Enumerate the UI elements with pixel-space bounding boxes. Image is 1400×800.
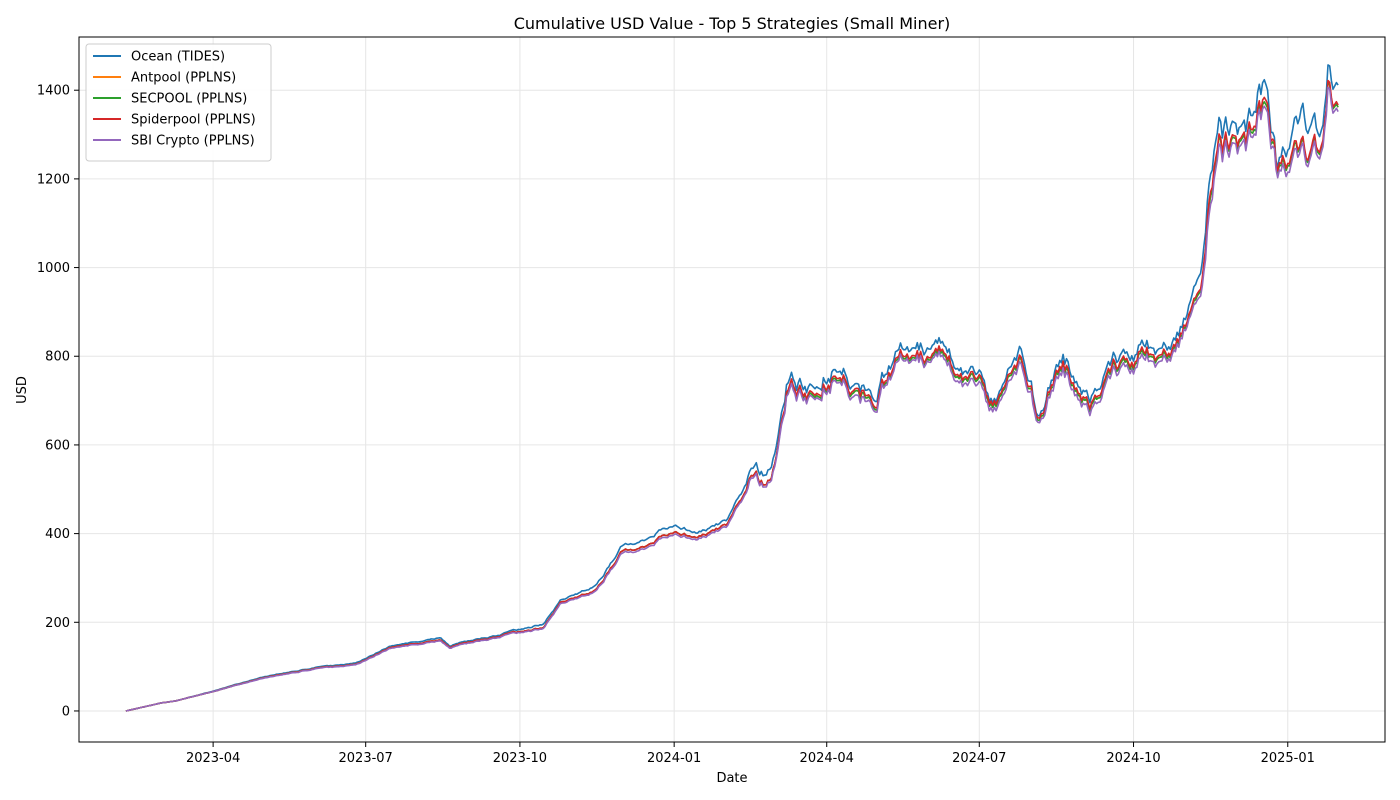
series-line-0: [125, 64, 1339, 712]
legend-box: [85, 43, 272, 162]
y-tick-label: 1400: [37, 84, 70, 99]
y-tick-label: 800: [45, 350, 70, 365]
y-tick-label: 200: [45, 616, 70, 631]
x-axis-ticks: 2023-04 2023-07 2023-10 2024-01 2024-04 2024-…: [186, 742, 1315, 766]
series-line-4: [125, 86, 1339, 712]
legend-label: Spiderpool (PPLNS): [131, 113, 256, 128]
y-axis-label: USD: [15, 376, 30, 404]
y-tick-label: 0: [62, 704, 70, 719]
legend-label: Ocean (TIDES): [131, 50, 225, 65]
y-tick-label: 1200: [37, 172, 70, 187]
x-tick-label: 2024-07: [952, 751, 1006, 766]
chart-title: Cumulative USD Value - Top 5 Strategies …: [514, 14, 951, 33]
legend-label: SECPOOL (PPLNS): [131, 92, 247, 107]
x-tick-label: 2023-07: [339, 751, 393, 766]
legend-label: SBI Crypto (PPLNS): [131, 134, 255, 149]
x-tick-label: 2024-10: [1106, 751, 1160, 766]
y-axis-ticks: 0 200 400 600 800 1000 1200 1400: [37, 84, 79, 719]
grid-lines: [79, 37, 1385, 742]
x-tick-label: 2023-04: [186, 751, 240, 766]
legend: Ocean (TIDES) Antpool (PPLNS) SECPOOL (PPL…: [85, 43, 272, 162]
series-lines: [125, 64, 1339, 712]
y-tick-label: 400: [45, 527, 70, 542]
y-tick-label: 1000: [37, 261, 70, 276]
y-tick-label: 600: [45, 438, 70, 453]
x-axis-label: Date: [716, 771, 747, 786]
x-tick-label: 2025-01: [1261, 751, 1315, 766]
x-tick-label: 2024-01: [647, 751, 701, 766]
x-tick-label: 2024-04: [800, 751, 854, 766]
x-tick-label: 2023-10: [493, 751, 547, 766]
plot-frame: [78, 36, 1386, 743]
legend-label: Antpool (PPLNS): [131, 71, 236, 86]
